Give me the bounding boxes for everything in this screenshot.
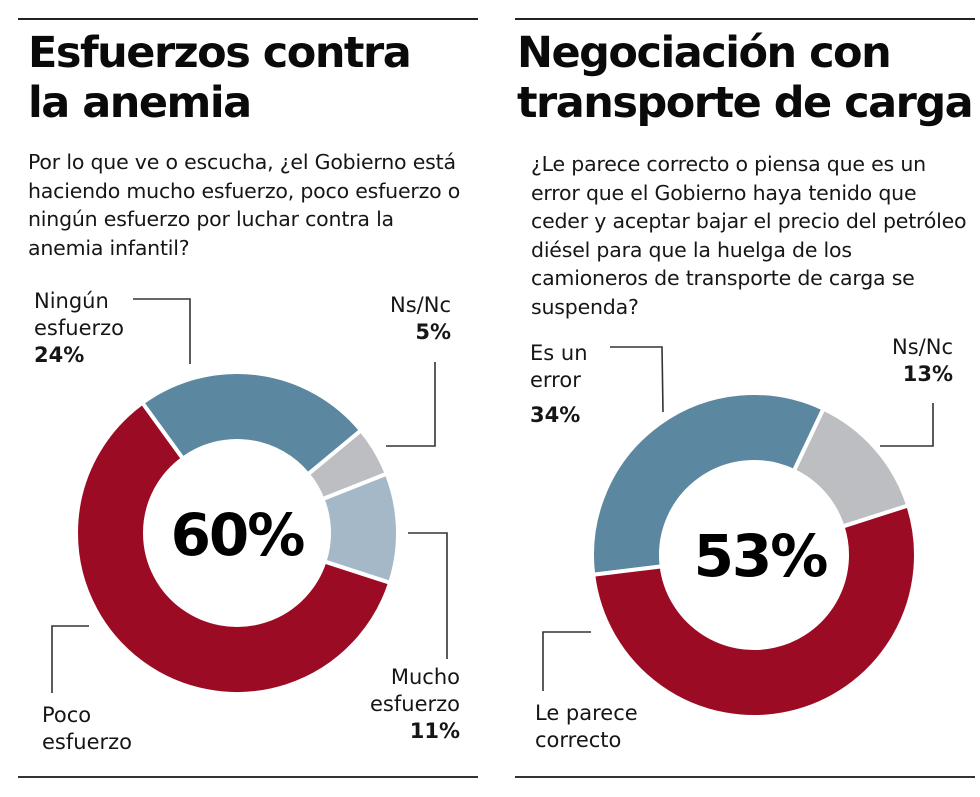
leader-line-error — [610, 346, 664, 413]
leader-line-nsnc — [386, 362, 436, 447]
bottom-divider — [18, 776, 478, 778]
leader-line-poco — [51, 625, 89, 693]
donut-slice-es-un-error — [590, 391, 827, 577]
label-percentage: 11% — [409, 719, 460, 743]
label-text: Poco esfuerzo — [42, 703, 132, 754]
leader-line-ningun — [133, 298, 191, 364]
label-nsnc: Ns/Nc 13% — [855, 334, 953, 388]
donut-slice-mucho-esfuerzo — [319, 471, 400, 586]
label-nsnc: Ns/Nc 5% — [363, 292, 451, 346]
label-ningun-esfuerzo: Ningún esfuerzo 24% — [34, 288, 124, 369]
leader-line-nsnc — [880, 403, 934, 447]
label-text: Ningún esfuerzo — [34, 289, 124, 340]
survey-question: Por lo que ve o escucha, ¿el Gobierno es… — [28, 150, 461, 260]
center-percentage: 60% — [171, 501, 305, 569]
label-percentage: 34% — [530, 403, 581, 427]
donut-slice-poco-esfuerzo — [74, 399, 393, 696]
donut-slice-ningún-esfuerzo — [139, 370, 364, 478]
label-poco-esfuerzo: Poco esfuerzo — [42, 702, 132, 756]
label-percentage: 5% — [415, 320, 451, 344]
label-text: Ns/Nc — [390, 293, 451, 317]
label-es-un-error: Es un error 34% — [530, 340, 588, 429]
center-percentage: 53% — [694, 522, 828, 590]
panel-anemia: Esfuerzos contra la anemia Por lo que ve… — [18, 0, 478, 797]
chart-title: Negociación con transporte de carga — [517, 28, 974, 128]
label-mucho-esfuerzo: Mucho esfuerzo 11% — [340, 664, 460, 745]
leader-line-mucho — [408, 532, 448, 659]
title-line: Negociación con — [517, 28, 892, 78]
leader-line-correcto — [542, 631, 591, 691]
title-line: transporte de carga — [517, 78, 974, 128]
top-divider — [515, 18, 975, 20]
chart-title: Esfuerzos contra la anemia — [28, 28, 412, 128]
top-divider — [18, 18, 478, 20]
label-text: Ns/Nc — [892, 335, 953, 359]
donut-slice-le-parece-correcto — [590, 502, 918, 719]
donut-chart: 53% — [542, 346, 934, 719]
label-le-parece-correcto: Le parece correcto — [535, 700, 638, 754]
donut-slices — [74, 370, 400, 696]
label-text: Es un error — [530, 341, 588, 392]
label-percentage: 24% — [34, 343, 85, 367]
survey-question: ¿Le parece correcto o piensa que es un e… — [531, 152, 967, 319]
donut-chart: 60% — [51, 298, 448, 696]
label-text: Mucho esfuerzo — [370, 665, 460, 716]
bottom-divider — [515, 776, 975, 778]
label-percentage: 13% — [902, 362, 953, 386]
donut-slices — [590, 391, 918, 719]
panel-transporte: Negociación con transporte de carga ¿Le … — [515, 0, 975, 797]
label-text: Le parece correcto — [535, 701, 638, 752]
title-line: la anemia — [28, 78, 252, 128]
title-line: Esfuerzos contra — [28, 28, 412, 78]
